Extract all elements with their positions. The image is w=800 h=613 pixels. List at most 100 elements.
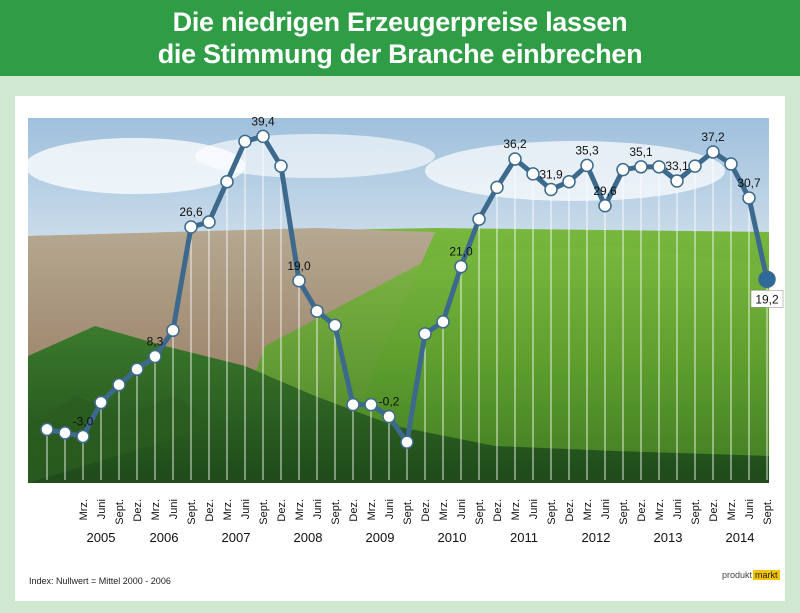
year-label: 2007 — [222, 530, 251, 545]
data-point — [472, 212, 486, 226]
data-point — [184, 220, 198, 234]
x-tick-label: Sept. — [330, 499, 342, 525]
data-point — [148, 349, 162, 364]
x-tick-label: Mrz. — [150, 499, 162, 520]
data-point — [76, 429, 90, 444]
x-tick-label: Sept. — [690, 499, 702, 525]
x-tick-label: Mrz. — [366, 499, 378, 520]
x-tick-label: Mrz. — [510, 499, 522, 520]
x-tick-label: Dez. — [492, 499, 504, 522]
x-tick-label: Juni — [456, 499, 468, 519]
x-tick-label: Juni — [672, 499, 684, 519]
x-tick-label: Sept. — [618, 499, 630, 525]
x-tick-label: Dez. — [348, 499, 360, 522]
data-point — [544, 182, 558, 197]
data-point — [40, 422, 54, 437]
data-label: 19,2 — [755, 292, 779, 306]
year-label: 2012 — [582, 530, 611, 545]
data-point — [310, 304, 324, 318]
data-label: 33,1 — [665, 159, 689, 173]
x-tick-label: Sept. — [474, 499, 486, 525]
year-label: 2006 — [150, 530, 179, 545]
x-tick-label: Juni — [96, 499, 108, 519]
data-point — [706, 145, 720, 159]
data-label: 26,6 — [179, 205, 203, 219]
data-label: 8,3 — [147, 334, 164, 348]
brand-part-2: markt — [753, 570, 780, 580]
data-point — [274, 159, 288, 173]
data-point — [508, 152, 522, 166]
data-label: 30,7 — [737, 176, 761, 190]
data-point — [202, 215, 216, 229]
x-tick-label: Dez. — [420, 499, 432, 522]
x-tick-label: Sept. — [546, 499, 558, 525]
data-label: 36,2 — [503, 137, 527, 151]
data-point — [616, 162, 630, 177]
data-point — [238, 134, 252, 149]
year-label: 2013 — [654, 530, 683, 545]
data-point — [652, 160, 666, 174]
line-chart: -3,0 8,3 26,6 39,4 19,0 -0,2 21,0 36,2 31,9 35,3 2… — [25, 114, 784, 545]
data-label: -3,0 — [73, 414, 94, 428]
vertical-gridlines — [46, 136, 768, 480]
data-label: 29,6 — [593, 184, 617, 198]
x-tick-label: Sept. — [114, 499, 126, 525]
data-point — [670, 174, 684, 188]
data-point — [580, 158, 594, 173]
brand-logo: produkt markt — [722, 570, 780, 580]
x-axis-ticks: Mrz. Juni Sept. Dez. Mrz. Juni Sept. Dez. Mrz. Ju… — [78, 499, 774, 525]
data-point — [292, 274, 306, 288]
x-tick-label: Dez. — [276, 499, 288, 522]
data-point — [526, 167, 540, 181]
data-label: 37,2 — [701, 130, 725, 144]
x-tick-label: Dez. — [564, 499, 576, 522]
year-label: 2011 — [510, 530, 538, 545]
x-tick-label: Mrz. — [222, 499, 234, 520]
x-tick-label: Juni — [600, 499, 612, 519]
x-tick-label: Mrz. — [78, 499, 90, 520]
x-tick-label: Dez. — [708, 499, 720, 522]
data-point — [328, 318, 342, 333]
data-point — [688, 159, 702, 173]
x-tick-label: Dez. — [132, 499, 144, 522]
x-tick-label: Mrz. — [654, 499, 666, 520]
header-banner: Die niedrigen Erzeugerpreise lassen die … — [0, 0, 800, 76]
title-line-2: die Stimmung der Branche einbrechen — [157, 39, 643, 69]
data-markers — [40, 129, 776, 449]
data-label: 31,9 — [539, 167, 563, 181]
data-point — [220, 174, 234, 189]
year-label: 2014 — [726, 530, 755, 545]
x-tick-label: Juni — [744, 499, 756, 519]
x-tick-label: Dez. — [636, 499, 648, 522]
x-tick-label: Dez. — [204, 499, 216, 522]
x-tick-label: Juni — [168, 499, 180, 519]
x-tick-label: Sept. — [258, 499, 270, 525]
x-tick-label: Juni — [384, 499, 396, 519]
data-point — [724, 157, 738, 171]
year-label: 2008 — [294, 530, 323, 545]
x-tick-label: Mrz. — [294, 499, 306, 520]
data-label: 19,0 — [287, 259, 311, 273]
data-point — [598, 199, 612, 213]
data-label: 35,3 — [575, 143, 599, 157]
x-tick-label: Sept. — [402, 499, 414, 525]
data-label: 39,4 — [251, 114, 275, 128]
year-labels: 2005 2006 2007 2008 2009 2010 2011 2012 2013 2014 — [87, 530, 755, 545]
brand-part-1: produkt — [722, 570, 753, 580]
data-point — [382, 409, 396, 424]
data-point — [436, 315, 450, 329]
data-point-last — [758, 270, 776, 289]
x-tick-label: Mrz. — [438, 499, 450, 520]
data-point — [256, 129, 270, 144]
data-point — [490, 180, 504, 195]
x-tick-label: Mrz. — [726, 499, 738, 520]
data-point — [112, 378, 126, 392]
data-point — [418, 327, 432, 341]
data-point — [94, 395, 108, 410]
data-point — [364, 397, 378, 412]
x-tick-label: Juni — [240, 499, 252, 519]
year-label: 2005 — [87, 530, 116, 545]
title-line-1: Die niedrigen Erzeugerpreise lassen — [172, 7, 628, 37]
year-label: 2009 — [366, 530, 395, 545]
data-point — [454, 259, 468, 274]
